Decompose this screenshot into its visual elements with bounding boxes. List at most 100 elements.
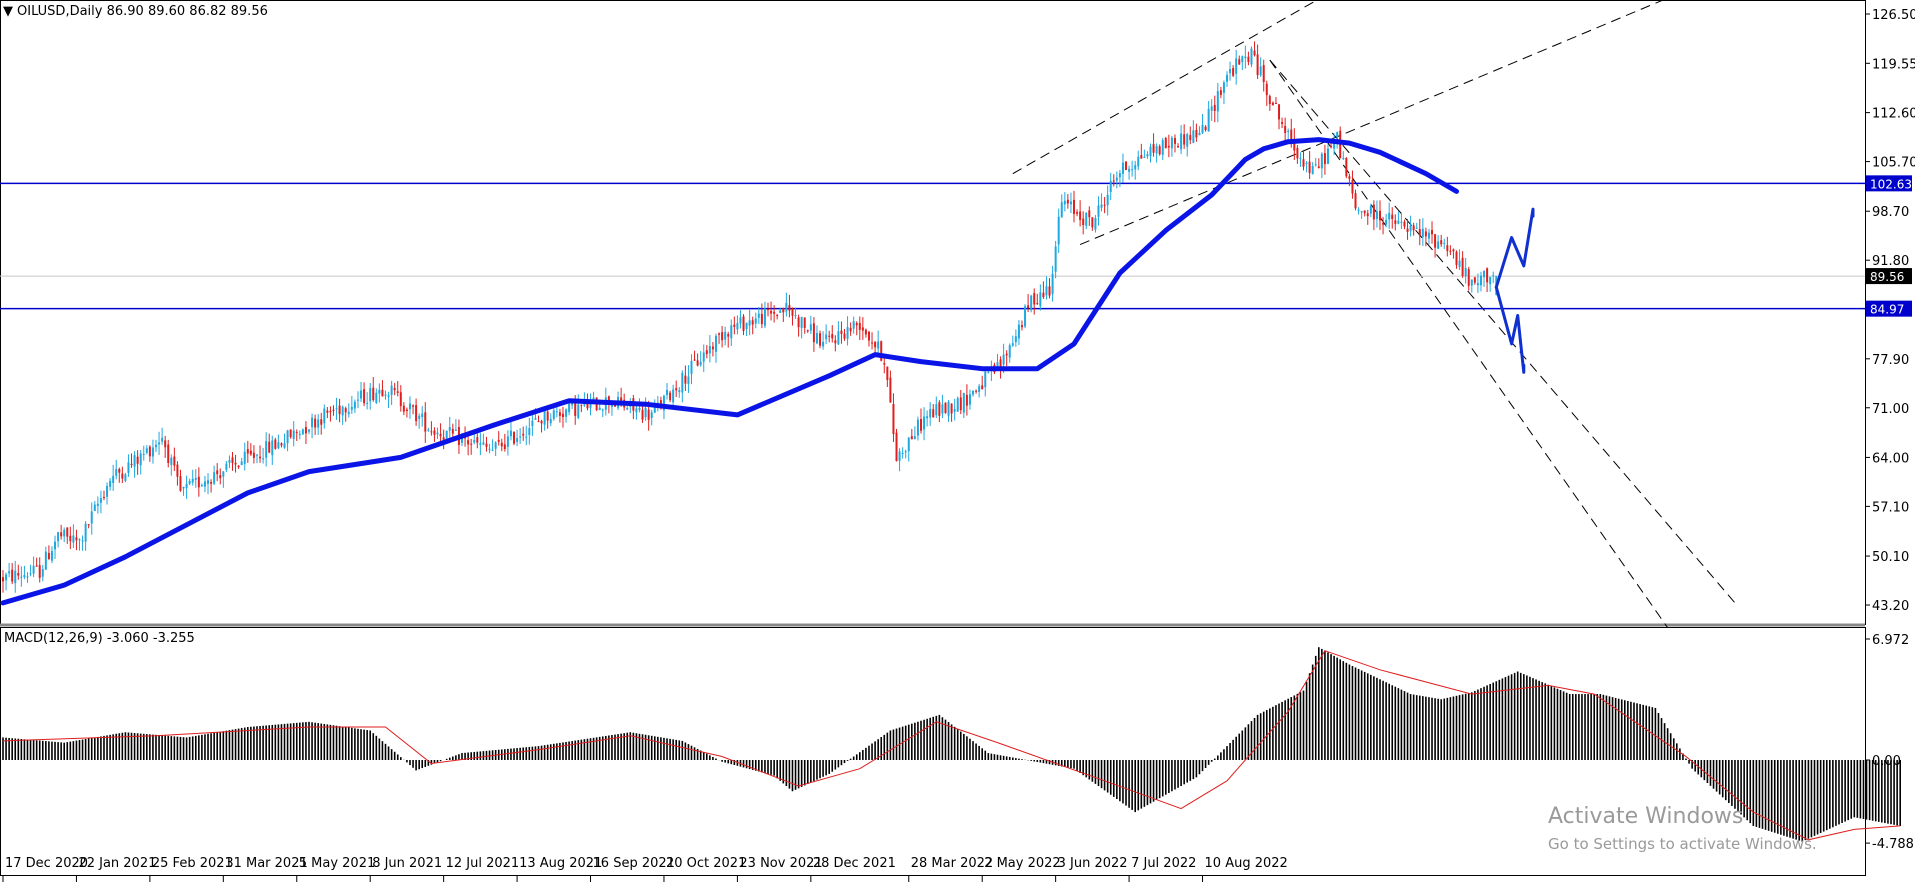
candle-body	[1155, 145, 1158, 154]
candle-body	[699, 361, 702, 366]
candle-body	[295, 432, 298, 434]
candle-body	[745, 322, 748, 330]
price-tick-label: 105.70	[1872, 156, 1915, 171]
time-tick-label: 8 Jun 2021	[372, 856, 442, 871]
candle-body	[479, 443, 482, 445]
level-price-label: 102.63	[1870, 177, 1912, 191]
macd-signal-line	[2, 650, 1901, 841]
time-tick-label: 25 Feb 2021	[152, 856, 233, 871]
candle-body	[1452, 249, 1455, 252]
candle-body	[687, 376, 690, 385]
candle-body	[932, 409, 935, 418]
candle-body	[1342, 158, 1345, 160]
candle-body	[384, 394, 387, 396]
candle-body	[139, 453, 142, 466]
candle-body	[84, 523, 87, 542]
candle-body	[35, 565, 38, 567]
candle-body	[439, 433, 442, 437]
candle-body	[1320, 153, 1323, 169]
candle-body	[1201, 124, 1204, 134]
candle-body	[1397, 220, 1400, 224]
candle-body	[63, 529, 66, 537]
candle-body	[522, 433, 525, 436]
candle-body	[962, 393, 965, 413]
candle-body	[216, 470, 219, 475]
candle-body	[314, 418, 317, 428]
price-tick-label: 43.20	[1872, 599, 1909, 614]
candle-body	[311, 417, 314, 428]
candle-body	[1268, 96, 1271, 104]
candle-body	[246, 449, 249, 454]
candle-body	[1440, 240, 1443, 245]
candle-body	[1247, 56, 1250, 62]
candle-body	[298, 433, 301, 435]
candle-body	[791, 309, 794, 316]
candle-body	[470, 443, 473, 445]
candle-body	[228, 460, 231, 463]
candle-body	[1308, 161, 1311, 173]
macd-tick-label: 0.00	[1872, 754, 1901, 769]
candle-body	[280, 443, 283, 446]
candle-body	[959, 397, 962, 411]
candle-body	[158, 442, 161, 445]
candle-body	[558, 412, 561, 416]
candle-body	[1461, 257, 1464, 276]
candle-body	[867, 331, 870, 341]
candle-body	[433, 430, 436, 435]
candle-body	[347, 411, 350, 415]
candle-body	[326, 410, 329, 413]
candle-body	[1076, 212, 1079, 214]
candle-body	[675, 388, 678, 391]
candle-body	[1002, 354, 1005, 365]
candle-body	[601, 409, 604, 411]
trendline	[1012, 0, 1319, 175]
macd-tick-label: -4.788	[1872, 837, 1914, 852]
candle-body	[38, 565, 41, 578]
dropdown-triangle-icon[interactable]: ▼	[3, 4, 13, 19]
candle-body	[1008, 345, 1011, 358]
candle-body	[785, 302, 788, 312]
candle-body	[1226, 74, 1228, 82]
watermark-subtitle: Go to Settings to activate Windows.	[1548, 835, 1817, 853]
price-tick-label: 77.90	[1872, 353, 1909, 368]
candle-body	[375, 392, 378, 403]
candle-body	[506, 436, 509, 447]
candle-body	[1299, 157, 1302, 159]
candle-body	[1363, 210, 1366, 214]
candle-body	[965, 394, 968, 406]
candle-body	[1079, 211, 1082, 220]
candle-body	[1470, 279, 1473, 286]
candle-body	[473, 439, 476, 443]
macd-tick-label: 6.972	[1872, 633, 1909, 648]
candle-body	[580, 404, 583, 406]
candle-body	[968, 394, 971, 405]
candle-body	[907, 437, 910, 452]
candle-body	[531, 420, 534, 427]
candle-body	[142, 453, 145, 455]
candle-body	[880, 341, 883, 361]
candle-body	[491, 449, 494, 451]
candle-body	[277, 442, 280, 449]
candle-body	[240, 461, 243, 466]
candle-body	[112, 475, 115, 483]
time-tick-label: 28 Dec 2021	[813, 856, 896, 871]
candle-body	[96, 503, 99, 506]
price-tick-label: 112.60	[1872, 107, 1915, 122]
candle-body	[274, 439, 277, 449]
candle-body	[1177, 145, 1180, 148]
candle-body	[1241, 56, 1244, 63]
candle-body	[598, 407, 601, 411]
candle-body	[1051, 273, 1054, 295]
candle-body	[513, 432, 516, 444]
scenario-arrow	[1494, 285, 1526, 374]
candle-body	[1427, 232, 1430, 239]
candle-body	[301, 429, 304, 435]
candle-body	[904, 451, 907, 453]
candle-body	[99, 498, 102, 503]
candle-body	[1027, 305, 1030, 309]
candle-body	[806, 330, 809, 332]
candle-body	[93, 504, 96, 511]
candle-body	[151, 447, 154, 457]
watermark-title: Activate Windows	[1548, 804, 1743, 829]
candle-body	[779, 310, 782, 313]
